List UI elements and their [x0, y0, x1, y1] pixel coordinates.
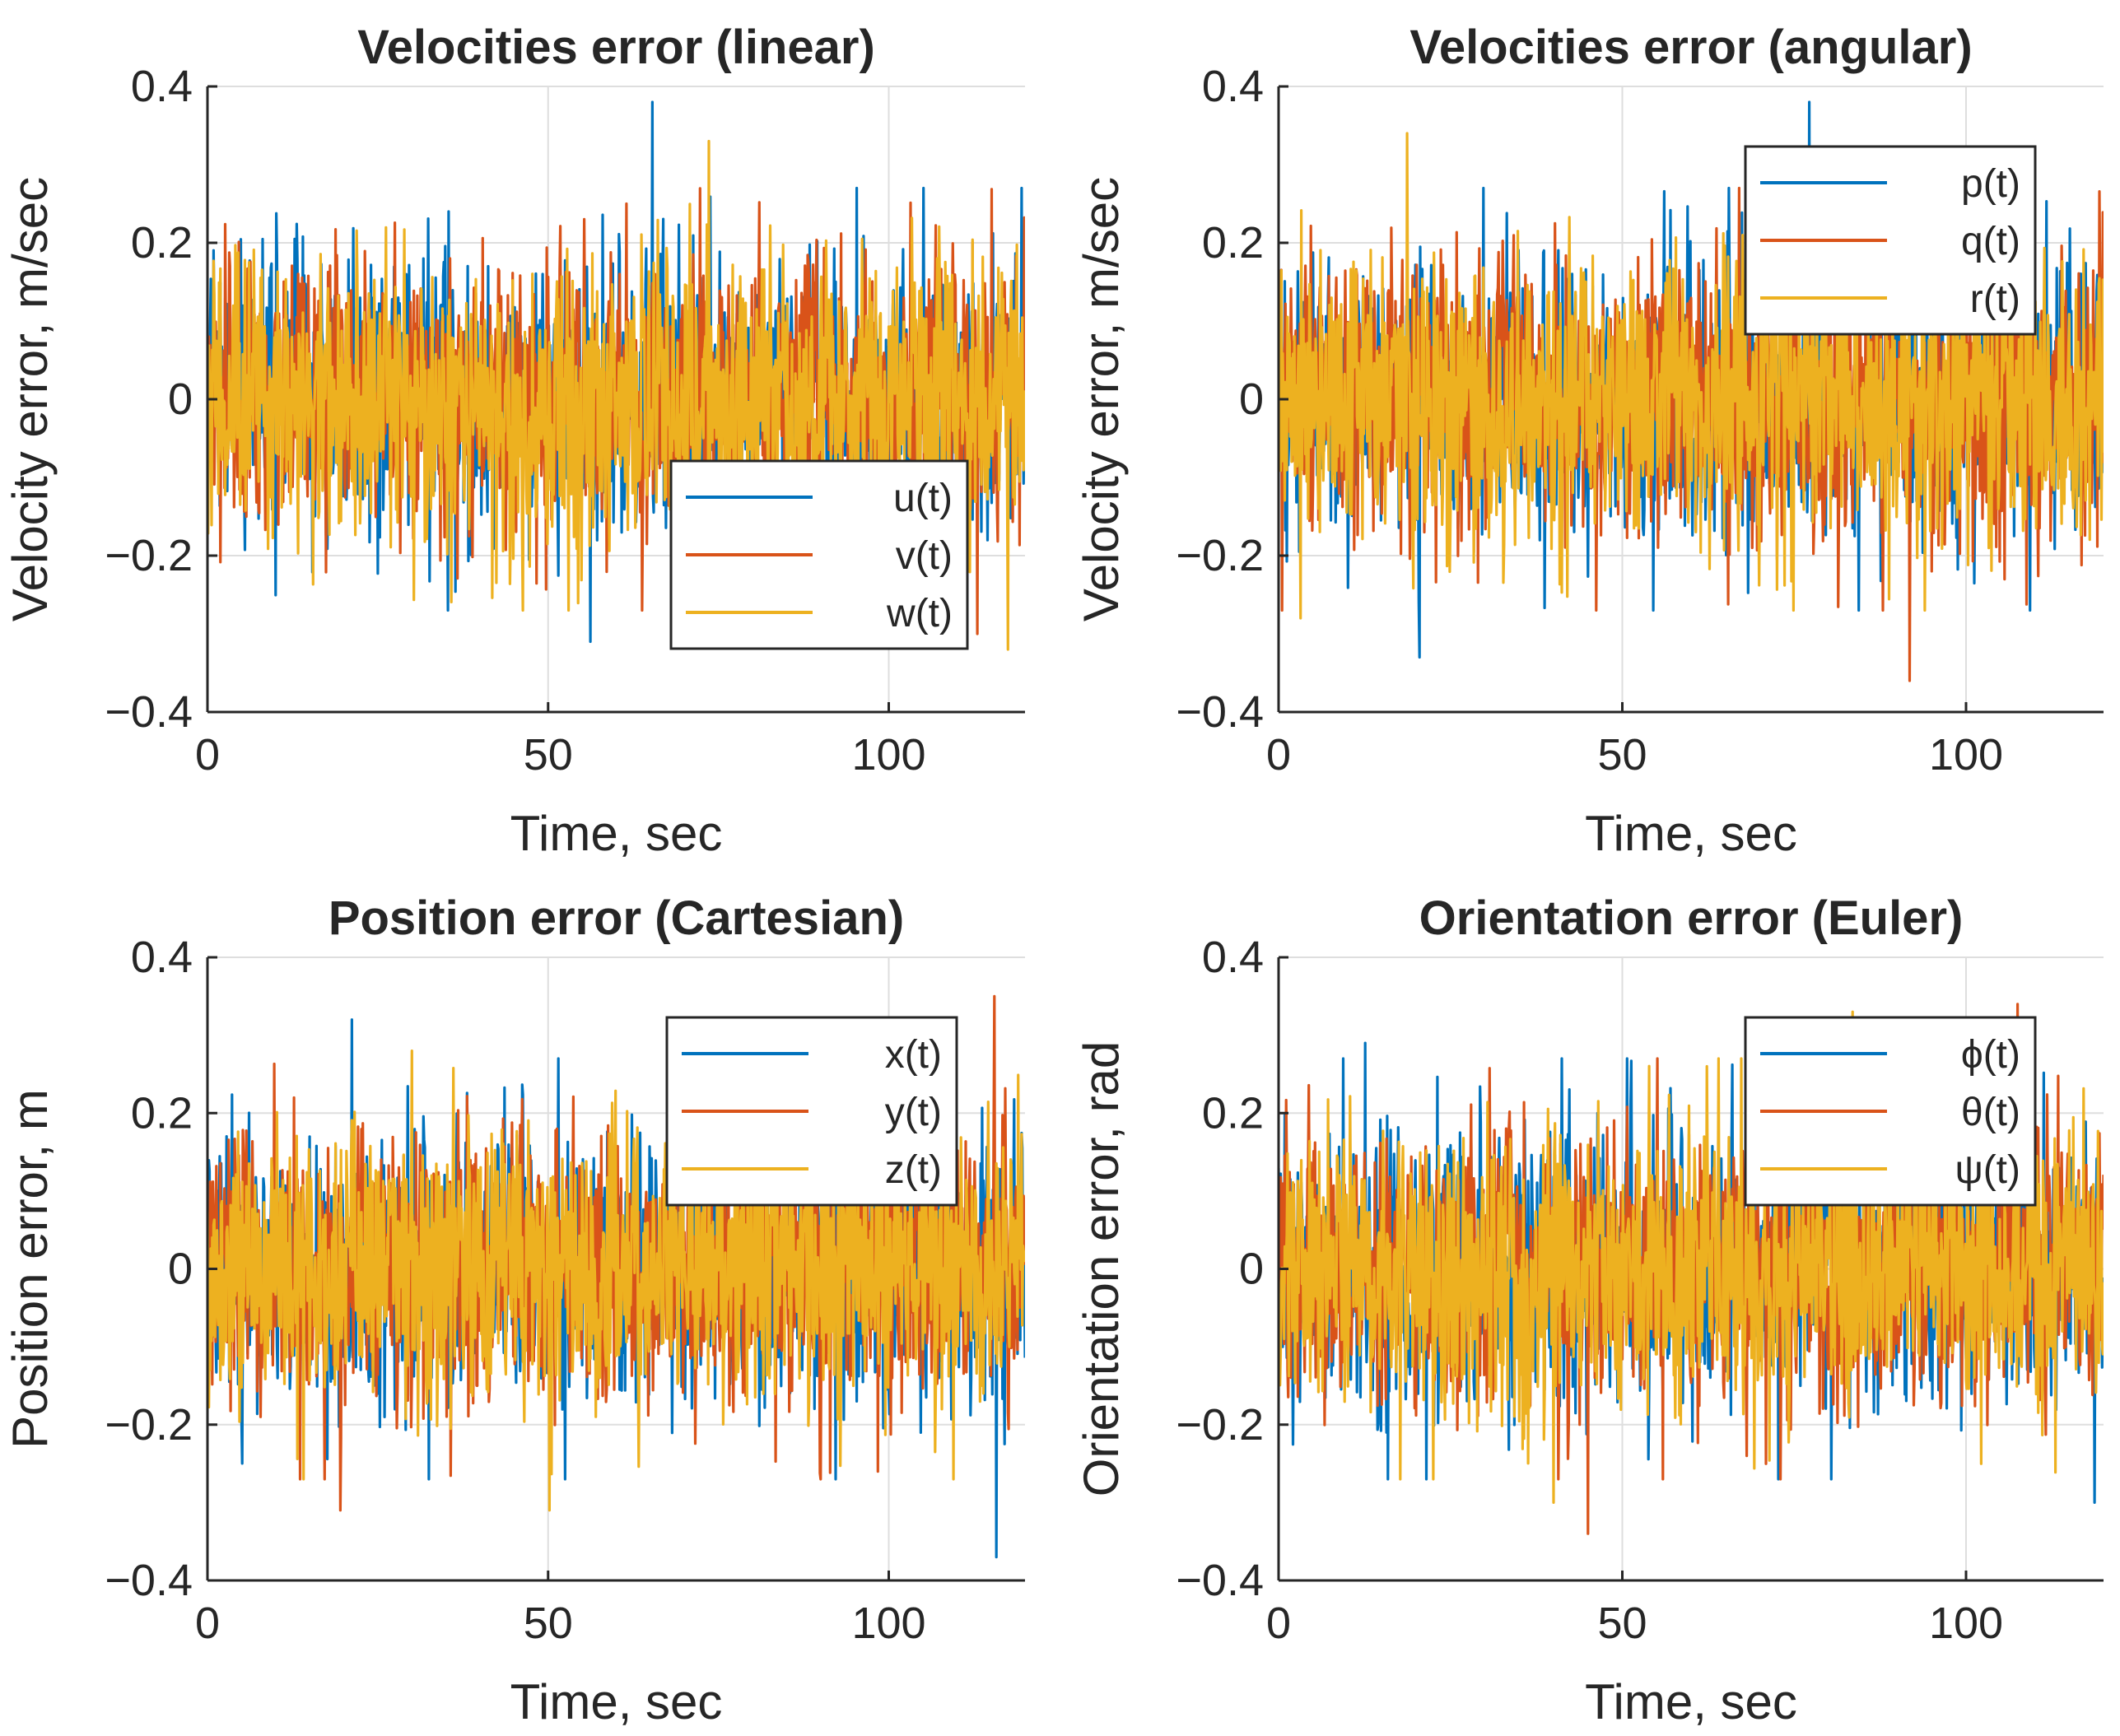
chart-velocities-linear: 0 50 100 −0.4 −0.2 0 0.2 0.4 Velocities error (l…	[2, 21, 1025, 861]
linear-legend: u(t) v(t) w(t)	[669, 459, 969, 650]
position-xtick-label-1: 50	[524, 1599, 573, 1648]
linear-xlabel: Time, sec	[510, 806, 723, 861]
position-series-group	[207, 994, 1025, 1559]
angular-series-3	[1279, 132, 2104, 620]
position-ylabel: Position error, m	[2, 1089, 58, 1449]
angular-legend: p(t) q(t) r(t)	[1744, 145, 2037, 336]
position-legend: x(t) y(t) z(t)	[665, 1016, 958, 1207]
linear-legend-label-1: u(t)	[893, 477, 953, 520]
orientation-legend-label-3: ψ(t)	[1955, 1148, 2020, 1192]
angular-ytick-label-1: −0.2	[1176, 531, 1264, 580]
angular-xlabel: Time, sec	[1585, 806, 1797, 861]
orientation-xtick-label-2: 100	[1929, 1599, 2003, 1648]
angular-ytick-label-3: 0.2	[1202, 218, 1264, 268]
linear-ylabel: Velocity error, m/sec	[2, 177, 58, 621]
linear-ytick-label-2: 0	[168, 375, 193, 424]
linear-xtick-label-0: 0	[195, 730, 220, 780]
orientation-legend: ϕ(t) θ(t) ψ(t)	[1744, 1016, 2037, 1207]
chart-velocities-angular: 0 50 100 −0.4 −0.2 0 0.2 0.4 Velocities error (a…	[1074, 21, 2104, 861]
orientation-ytick-label-3: 0.2	[1202, 1088, 1264, 1138]
position-xtick-label-2: 100	[851, 1599, 925, 1648]
linear-legend-label-3: w(t)	[886, 592, 953, 635]
position-xtick-label-0: 0	[195, 1599, 220, 1648]
angular-ylabel: Velocity error, m/sec	[1074, 177, 1129, 621]
orientation-ytick-label-4: 0.4	[1202, 933, 1264, 982]
orientation-ytick-label-2: 0	[1239, 1245, 1264, 1294]
angular-legend-label-2: q(t)	[1961, 220, 2020, 263]
orientation-ytick-label-0: −0.4	[1176, 1556, 1264, 1605]
angular-legend-label-3: r(t)	[1970, 277, 2020, 321]
angular-xtick-label-0: 0	[1266, 730, 1291, 780]
orientation-ylabel: Orientation error, rad	[1074, 1041, 1129, 1497]
angular-xtick-label-2: 100	[1929, 730, 2003, 780]
angular-legend-label-1: p(t)	[1961, 162, 2020, 206]
position-title: Position error (Cartesian)	[328, 891, 904, 945]
position-xlabel: Time, sec	[510, 1674, 723, 1729]
chart-orientation-error: 0 50 100 −0.4 −0.2 0 0.2 0.4 Orientation error (…	[1074, 891, 2104, 1729]
linear-xtick-label-1: 50	[524, 730, 573, 780]
orientation-legend-label-2: θ(t)	[1961, 1091, 2020, 1134]
linear-xtick-label-2: 100	[851, 730, 925, 780]
angular-ytick-label-4: 0.4	[1202, 62, 1264, 111]
position-ytick-label-4: 0.4	[131, 933, 193, 982]
position-legend-label-2: y(t)	[885, 1091, 942, 1134]
angular-series-group	[1279, 100, 2104, 682]
linear-title: Velocities error (linear)	[357, 21, 875, 74]
linear-ytick-label-1: −0.2	[105, 531, 193, 580]
position-ytick-label-1: −0.2	[105, 1400, 193, 1450]
linear-ytick-label-3: 0.2	[131, 218, 193, 268]
orientation-xtick-label-1: 50	[1597, 1599, 1647, 1648]
angular-xtick-label-1: 50	[1597, 730, 1647, 780]
orientation-legend-label-1: ϕ(t)	[1961, 1033, 2020, 1077]
orientation-series-group	[1279, 1003, 2104, 1535]
angular-ytick-label-2: 0	[1239, 375, 1264, 424]
orientation-series-3	[1279, 1010, 2104, 1504]
position-series-3	[207, 1050, 1025, 1512]
position-ytick-label-0: −0.4	[105, 1556, 193, 1605]
orientation-ytick-label-1: −0.2	[1176, 1400, 1264, 1450]
angular-title: Velocities error (angular)	[1409, 21, 1972, 74]
linear-series-3	[207, 139, 1025, 651]
position-ytick-label-3: 0.2	[131, 1088, 193, 1138]
orientation-title: Orientation error (Euler)	[1419, 891, 1964, 945]
chart-position-error: 0 50 100 −0.4 −0.2 0 0.2 0.4 Position error (Car…	[2, 891, 1025, 1729]
position-ytick-label-2: 0	[168, 1245, 193, 1294]
orientation-xlabel: Time, sec	[1585, 1674, 1797, 1729]
position-legend-label-1: x(t)	[885, 1033, 942, 1077]
orientation-xtick-label-0: 0	[1266, 1599, 1291, 1648]
linear-ytick-label-0: −0.4	[105, 687, 193, 737]
position-legend-label-3: z(t)	[885, 1148, 942, 1192]
linear-ytick-label-4: 0.4	[131, 62, 193, 111]
angular-ytick-label-0: −0.4	[1176, 687, 1264, 737]
linear-legend-label-2: v(t)	[896, 534, 953, 578]
